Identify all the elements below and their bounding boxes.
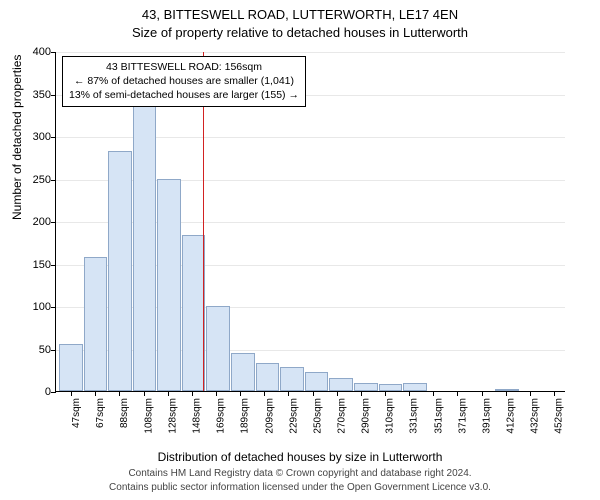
info-box: 43 BITTESWELL ROAD: 156sqm ← 87% of deta… <box>62 56 306 107</box>
bar <box>231 353 255 391</box>
info-line-1: 43 BITTESWELL ROAD: 156sqm <box>69 60 299 74</box>
bar <box>354 383 378 392</box>
chart-page: 43, BITTESWELL ROAD, LUTTERWORTH, LE17 4… <box>0 0 600 500</box>
x-tick-mark <box>216 391 217 396</box>
x-axis-label: Distribution of detached houses by size … <box>0 450 600 464</box>
bar <box>84 257 108 391</box>
footer: Contains HM Land Registry data © Crown c… <box>0 467 600 494</box>
bar <box>305 372 329 391</box>
x-tick-mark <box>361 391 362 396</box>
x-tick-mark <box>71 391 72 396</box>
x-tick-mark <box>530 391 531 396</box>
x-tick-label: 452sqm <box>554 398 565 434</box>
info-line-2: ← 87% of detached houses are smaller (1,… <box>69 74 299 88</box>
x-tick-label: 270sqm <box>337 398 348 434</box>
x-tick-mark <box>409 391 410 396</box>
x-tick-label: 128sqm <box>168 398 179 434</box>
footer-line-2: Contains public sector information licen… <box>0 481 600 495</box>
y-tick-mark <box>51 222 56 223</box>
y-tick-label: 50 <box>26 344 51 356</box>
bar <box>329 378 353 391</box>
x-tick-mark <box>554 391 555 396</box>
x-tick-label: 391sqm <box>482 398 493 434</box>
x-tick-label: 412sqm <box>506 398 517 434</box>
bar <box>256 363 280 391</box>
x-tick-mark <box>457 391 458 396</box>
y-tick-mark <box>51 137 56 138</box>
x-tick-mark <box>337 391 338 396</box>
y-tick-label: 250 <box>26 174 51 186</box>
y-tick-label: 200 <box>26 216 51 228</box>
info-line-3: 13% of semi-detached houses are larger (… <box>69 88 299 102</box>
x-tick-label: 148sqm <box>192 398 203 434</box>
footer-line-1: Contains HM Land Registry data © Crown c… <box>0 467 600 481</box>
x-tick-mark <box>95 391 96 396</box>
y-tick-label: 300 <box>26 131 51 143</box>
x-tick-label: 371sqm <box>457 398 468 434</box>
x-tick-mark <box>264 391 265 396</box>
bar <box>206 306 230 391</box>
y-tick-label: 350 <box>26 89 51 101</box>
x-tick-label: 88sqm <box>119 398 130 428</box>
x-tick-label: 310sqm <box>385 398 396 434</box>
x-tick-label: 47sqm <box>71 398 82 428</box>
x-tick-mark <box>168 391 169 396</box>
x-tick-label: 108sqm <box>144 398 155 434</box>
x-tick-label: 189sqm <box>240 398 251 434</box>
bar <box>280 367 304 391</box>
bar <box>59 344 83 391</box>
y-tick-label: 400 <box>26 46 51 58</box>
x-tick-mark <box>240 391 241 396</box>
y-tick-mark <box>51 307 56 308</box>
x-tick-label: 351sqm <box>433 398 444 434</box>
x-tick-label: 250sqm <box>313 398 324 434</box>
x-tick-mark <box>506 391 507 396</box>
x-tick-label: 290sqm <box>361 398 372 434</box>
x-tick-mark <box>192 391 193 396</box>
y-tick-mark <box>51 265 56 266</box>
y-tick-label: 150 <box>26 259 51 271</box>
y-tick-mark <box>51 392 56 393</box>
x-tick-mark <box>433 391 434 396</box>
x-tick-label: 169sqm <box>216 398 227 434</box>
y-tick-label: 100 <box>26 301 51 313</box>
x-tick-label: 229sqm <box>288 398 299 434</box>
y-tick-label: 0 <box>26 386 51 398</box>
title-line-2: Size of property relative to detached ho… <box>0 24 600 42</box>
chart-area: 43 BITTESWELL ROAD: 156sqm ← 87% of deta… <box>55 52 565 392</box>
x-tick-label: 331sqm <box>409 398 420 434</box>
x-tick-mark <box>482 391 483 396</box>
x-tick-mark <box>313 391 314 396</box>
x-tick-label: 67sqm <box>95 398 106 428</box>
y-tick-mark <box>51 95 56 96</box>
x-tick-mark <box>288 391 289 396</box>
bar <box>133 98 157 391</box>
x-tick-mark <box>119 391 120 396</box>
y-axis-label: Number of detached properties <box>10 55 24 220</box>
bar <box>403 383 427 392</box>
bar <box>108 151 132 391</box>
x-ticks: 47sqm 67sqm 88sqm 108sqm 128sqm 148sqm 169sqm 1… <box>56 391 565 441</box>
x-tick-label: 432sqm <box>530 398 541 434</box>
bar <box>157 179 181 392</box>
y-tick-mark <box>51 180 56 181</box>
bar <box>379 384 403 391</box>
x-tick-label: 209sqm <box>264 398 275 434</box>
x-tick-mark <box>385 391 386 396</box>
x-tick-mark <box>144 391 145 396</box>
chart-title: 43, BITTESWELL ROAD, LUTTERWORTH, LE17 4… <box>0 0 600 41</box>
plot-region: 43 BITTESWELL ROAD: 156sqm ← 87% of deta… <box>55 52 565 392</box>
y-tick-mark <box>51 350 56 351</box>
y-tick-mark <box>51 52 56 53</box>
title-line-1: 43, BITTESWELL ROAD, LUTTERWORTH, LE17 4… <box>0 6 600 24</box>
